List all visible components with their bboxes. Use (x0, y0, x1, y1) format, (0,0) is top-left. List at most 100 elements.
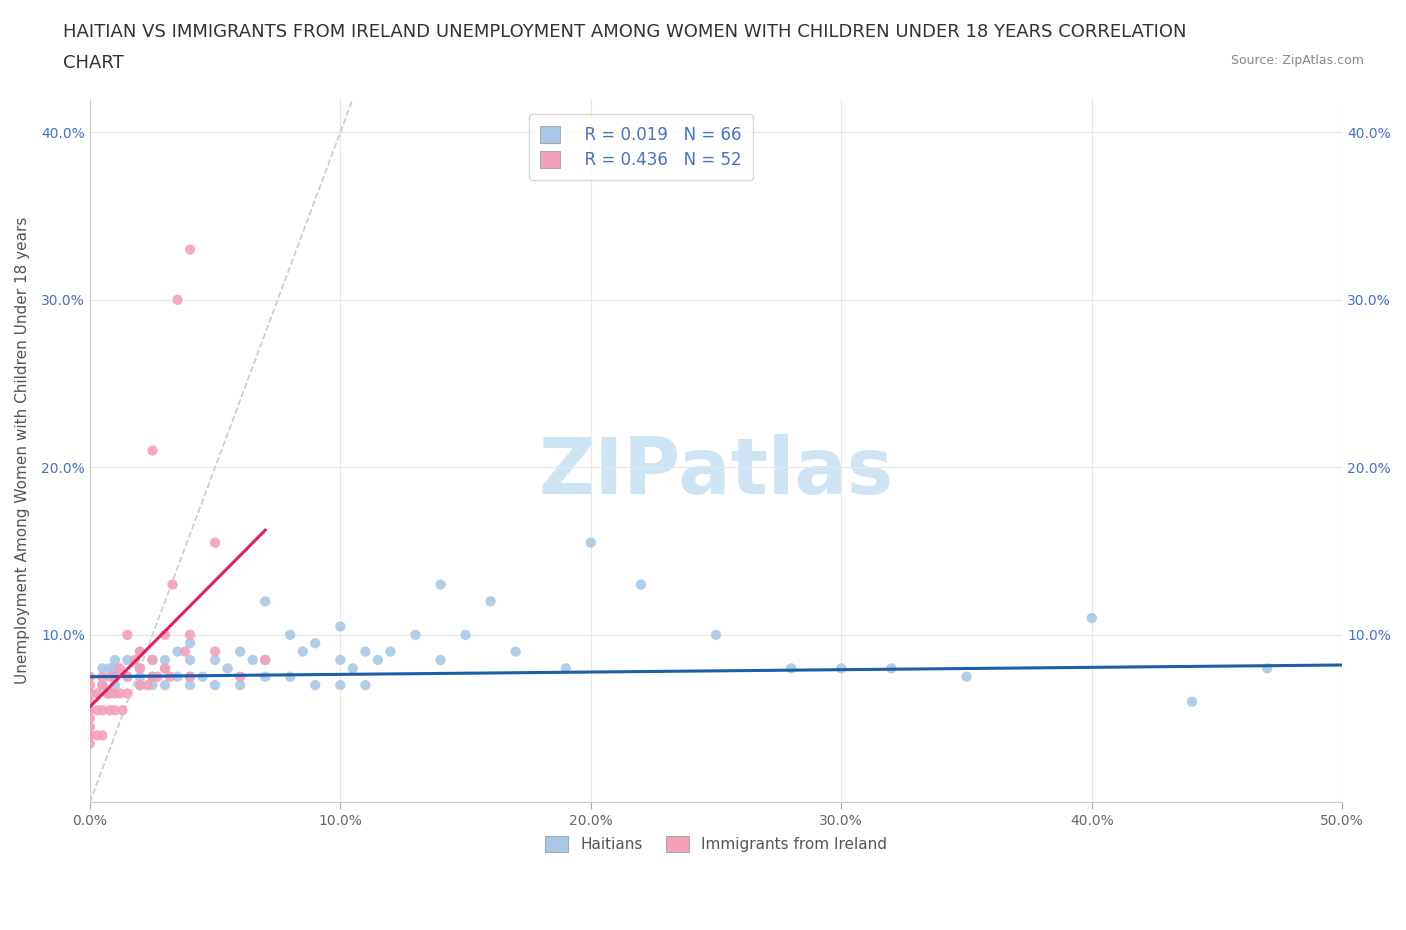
Point (329, 653, 352, 668)
Point (129, 670, 152, 684)
Text: CHART: CHART (63, 54, 124, 72)
Text: Source: ZipAtlas.com: Source: ZipAtlas.com (1230, 54, 1364, 67)
Point (179, 678, 201, 693)
Point (98, 661, 121, 676)
Point (141, 670, 163, 684)
Point (79, 670, 101, 684)
Point (104, 661, 127, 676)
Point (354, 678, 377, 693)
Point (204, 644, 226, 659)
Point (129, 644, 152, 659)
Point (278, 670, 301, 684)
Point (79, 711, 101, 726)
Point (191, 670, 214, 684)
Point (117, 670, 139, 684)
Point (104, 703, 127, 718)
Point (429, 653, 451, 668)
Point (179, 670, 201, 684)
Point (229, 678, 252, 693)
Point (254, 653, 277, 668)
Point (229, 670, 252, 684)
Point (291, 644, 314, 659)
Point (554, 661, 576, 676)
Point (104, 670, 127, 684)
Point (329, 619, 352, 634)
Point (630, 578, 652, 592)
Point (104, 686, 127, 701)
Point (104, 670, 127, 684)
Point (1181, 695, 1204, 710)
Point (79, 703, 101, 718)
Point (166, 670, 188, 684)
Point (254, 594, 277, 609)
Point (229, 644, 252, 659)
Point (179, 628, 201, 643)
Point (129, 661, 152, 676)
Point (166, 292, 188, 307)
Point (479, 594, 502, 609)
Point (153, 678, 176, 693)
Point (91, 670, 114, 684)
Point (91, 661, 114, 676)
Point (104, 678, 127, 693)
Point (880, 661, 903, 676)
Point (380, 644, 402, 659)
Point (405, 628, 427, 643)
Point (79, 728, 101, 743)
Point (86, 703, 108, 718)
Point (153, 628, 176, 643)
Point (136, 678, 159, 693)
Point (153, 661, 176, 676)
Point (79, 678, 101, 693)
Point (1081, 611, 1104, 626)
Point (204, 653, 226, 668)
Point (141, 653, 163, 668)
Point (79, 695, 101, 710)
Point (79, 737, 101, 751)
Point (111, 703, 134, 718)
Point (454, 628, 477, 643)
Point (304, 636, 326, 651)
Legend: Haitians, Immigrants from Ireland: Haitians, Immigrants from Ireland (538, 830, 893, 858)
Point (830, 661, 852, 676)
Point (254, 653, 277, 668)
Point (278, 628, 301, 643)
Point (98, 686, 121, 701)
Point (86, 686, 108, 701)
Point (179, 670, 201, 684)
Point (217, 661, 239, 676)
Y-axis label: Unemployment Among Women with Children Under 18 years: Unemployment Among Women with Children U… (15, 217, 30, 684)
Point (367, 653, 389, 668)
Point (780, 661, 803, 676)
Point (179, 653, 201, 668)
Point (108, 686, 131, 701)
Point (91, 728, 114, 743)
Text: HAITIAN VS IMMIGRANTS FROM IRELAND UNEMPLOYMENT AMONG WOMEN WITH CHILDREN UNDER : HAITIAN VS IMMIGRANTS FROM IRELAND UNEMP… (63, 23, 1187, 41)
Point (117, 686, 139, 701)
Point (153, 653, 176, 668)
Point (579, 536, 602, 551)
Point (129, 644, 152, 659)
Point (104, 653, 127, 668)
Point (153, 661, 176, 676)
Text: ZIPatlas: ZIPatlas (538, 433, 894, 510)
Point (162, 578, 184, 592)
Point (96, 686, 118, 701)
Point (117, 653, 139, 668)
Point (342, 661, 364, 676)
Point (79, 728, 101, 743)
Point (129, 678, 152, 693)
Point (179, 636, 201, 651)
Point (86, 728, 108, 743)
Point (329, 678, 352, 693)
Point (79, 720, 101, 735)
Point (117, 628, 139, 643)
Point (98, 703, 121, 718)
Point (129, 678, 152, 693)
Point (179, 242, 201, 257)
Point (1256, 661, 1278, 676)
Point (91, 678, 114, 693)
Point (129, 661, 152, 676)
Point (79, 686, 101, 701)
Point (174, 644, 197, 659)
